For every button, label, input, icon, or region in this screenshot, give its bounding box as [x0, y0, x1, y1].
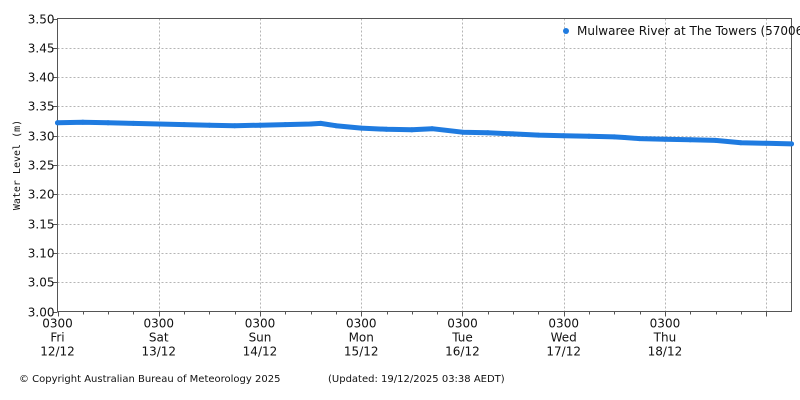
data-point — [460, 129, 465, 135]
data-point — [384, 126, 389, 132]
data-point — [282, 122, 288, 128]
data-point — [333, 123, 339, 129]
y-tick-label: 3.00 — [28, 306, 55, 320]
data-point — [232, 123, 238, 129]
data-point — [130, 120, 136, 126]
data-point — [358, 125, 364, 131]
x-axis: 0300Fri12/120300Sat13/120300Sun14/120300… — [40, 311, 767, 359]
data-point — [318, 120, 324, 126]
x-tick-label: 0300 — [650, 317, 681, 331]
data-point — [409, 127, 415, 133]
x-tick-label: Tue — [451, 331, 473, 345]
plot-area — [57, 18, 792, 312]
data-point — [156, 121, 162, 127]
x-tick-label: 17/12 — [546, 345, 581, 359]
x-tick-label: 18/12 — [648, 345, 683, 359]
data-point — [510, 131, 516, 137]
legend-marker — [563, 28, 569, 34]
x-tick-label: Mon — [349, 331, 374, 345]
series-group — [55, 119, 794, 147]
x-tick-label: 0300 — [143, 317, 174, 331]
data-point — [738, 140, 744, 146]
data-point — [561, 133, 567, 139]
legend-label: Mulwaree River at The Towers (570062) — [577, 24, 800, 38]
x-tick-label: 16/12 — [445, 345, 480, 359]
updated-timestamp: (Updated: 19/12/2025 03:38 AEDT) — [328, 374, 505, 385]
x-tick-label: 15/12 — [344, 345, 379, 359]
data-point — [713, 137, 719, 143]
x-tick-label: 13/12 — [141, 345, 176, 359]
data-point — [55, 120, 60, 126]
data-point — [206, 122, 212, 128]
y-tick-label: 3.50 — [28, 13, 55, 27]
y-tick-label: 3.20 — [28, 188, 55, 202]
x-tick-label: Fri — [50, 331, 64, 345]
data-point — [257, 122, 263, 128]
x-tick-label: 14/12 — [243, 345, 278, 359]
x-tick-label: Wed — [551, 331, 577, 345]
data-point — [763, 140, 769, 146]
data-point — [535, 132, 541, 138]
x-tick-label: 0300 — [346, 317, 377, 331]
data-point — [80, 119, 86, 125]
y-tick-label: 3.05 — [28, 276, 55, 290]
y-axis-title: Water Level (m) — [12, 120, 23, 210]
data-point — [622, 135, 627, 140]
y-tick-label: 3.10 — [28, 247, 55, 261]
data-point — [181, 122, 187, 128]
y-tick-label: 3.30 — [28, 130, 55, 144]
x-tick-label: 0300 — [42, 317, 73, 331]
data-point — [789, 141, 794, 147]
x-tick-label: 0300 — [548, 317, 579, 331]
data-point — [586, 133, 592, 139]
data-point — [662, 136, 668, 142]
data-point — [308, 121, 314, 127]
y-tick-label: 3.15 — [28, 218, 55, 232]
x-tick-label: 0300 — [245, 317, 276, 331]
data-point — [637, 136, 643, 142]
grid — [57, 18, 792, 312]
x-tick-label: 12/12 — [40, 345, 75, 359]
data-point — [429, 126, 435, 132]
legend: Mulwaree River at The Towers (570062) — [563, 24, 800, 38]
x-tick-label: Sun — [249, 331, 272, 345]
series-line — [55, 119, 794, 147]
y-axis: 3.00 3.05 3.10 3.15 3.20 3.25 3.30 3.35 3.40 3.45… — [28, 13, 58, 320]
y-tick-label: 3.35 — [28, 100, 55, 114]
x-tick-label: 0300 — [447, 317, 478, 331]
y-tick-label: 3.45 — [28, 42, 55, 56]
x-tick-label: Sat — [149, 331, 169, 345]
data-point — [611, 134, 617, 140]
data-point — [687, 137, 693, 143]
y-tick-label: 3.25 — [28, 159, 55, 173]
data-point — [485, 130, 491, 136]
copyright-text: © Copyright Australian Bureau of Meteoro… — [19, 374, 281, 385]
x-tick-label: Thu — [653, 331, 677, 345]
y-tick-label: 3.40 — [28, 71, 55, 85]
data-point — [105, 120, 111, 126]
